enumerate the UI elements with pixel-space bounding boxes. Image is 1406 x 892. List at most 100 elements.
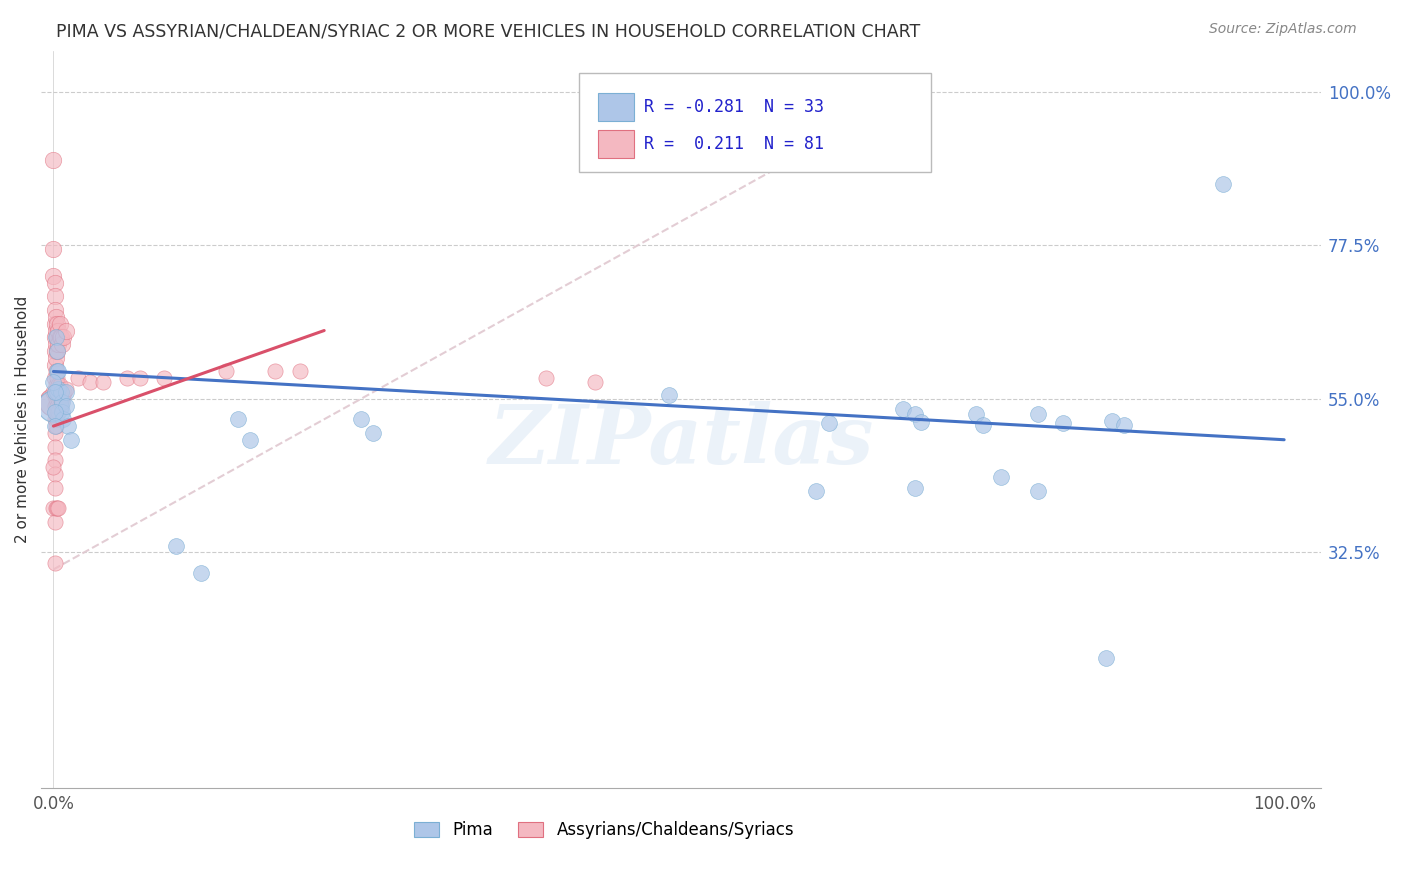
Point (44, 467, 66, 481)
Point (56, 419, 79, 434)
Point (55, 382, 77, 396)
Point (42, 242, 65, 256)
Point (51, 395, 73, 409)
Point (46, 392, 69, 406)
Point (1212, 177, 1234, 191)
Bar (598, 93, 634, 120)
Point (46, 364, 69, 378)
Point (42, 460, 65, 475)
Point (534, 371, 557, 385)
Point (45, 337, 67, 351)
Point (45, 310, 67, 324)
Point (1094, 651, 1116, 665)
Point (48, 392, 70, 406)
Point (44, 453, 66, 467)
Point (583, 375, 606, 389)
Point (59, 433, 82, 447)
Point (48, 378, 70, 392)
Point (45, 405, 67, 419)
Point (42, 500, 65, 515)
Point (51, 405, 73, 419)
Point (42, 384, 65, 399)
Point (46, 317, 69, 331)
Point (45, 500, 67, 515)
Point (44, 412, 66, 426)
Text: R =  0.211  N = 81: R = 0.211 N = 81 (644, 135, 824, 153)
Point (658, 388, 681, 402)
Point (44, 344, 66, 359)
Point (1052, 416, 1074, 430)
Point (42, 153, 65, 167)
Point (42, 375, 65, 389)
Bar (598, 129, 634, 158)
Point (44, 371, 66, 385)
Point (363, 425, 385, 440)
Point (45, 364, 67, 378)
Point (46, 344, 69, 359)
Point (46, 399, 69, 413)
Point (288, 364, 311, 378)
Point (44, 515, 66, 529)
Point (239, 433, 262, 447)
Point (49, 384, 72, 399)
Point (128, 371, 150, 385)
Point (45, 378, 67, 392)
Point (46, 344, 69, 359)
Point (42, 268, 65, 283)
Point (904, 481, 927, 495)
Point (66, 371, 89, 385)
Point (153, 371, 176, 385)
Point (44, 289, 66, 303)
Text: Source: ZipAtlas.com: Source: ZipAtlas.com (1209, 22, 1357, 37)
Point (1101, 414, 1123, 428)
Point (49, 384, 72, 399)
Point (46, 330, 69, 344)
Point (44, 330, 66, 344)
Point (79, 375, 101, 389)
Point (910, 415, 932, 429)
Point (44, 384, 66, 399)
Y-axis label: 2 or more Vehicles in Household: 2 or more Vehicles in Household (15, 295, 30, 543)
Point (350, 412, 373, 426)
Point (45, 392, 67, 406)
Point (46, 371, 69, 385)
Point (42, 395, 65, 409)
Point (1026, 408, 1049, 422)
Point (46, 500, 69, 515)
Point (44, 317, 66, 331)
Point (965, 408, 987, 422)
Point (46, 384, 69, 399)
Point (52, 330, 75, 344)
Point (990, 470, 1012, 484)
Point (55, 399, 77, 413)
Point (44, 425, 66, 440)
Point (44, 556, 66, 570)
Point (972, 417, 994, 432)
Point (891, 402, 914, 417)
Point (91, 375, 114, 389)
Point (44, 303, 66, 318)
Point (52, 388, 75, 402)
Point (55, 384, 77, 399)
Text: ZIPatlas: ZIPatlas (488, 401, 875, 482)
Text: PIMA VS ASSYRIAN/CHALDEAN/SYRIAC 2 OR MORE VEHICLES IN HOUSEHOLD CORRELATION CHA: PIMA VS ASSYRIAN/CHALDEAN/SYRIAC 2 OR MO… (56, 22, 921, 40)
Point (46, 500, 69, 515)
Point (46, 384, 69, 399)
Point (48, 317, 70, 331)
Point (44, 276, 66, 290)
Point (45, 330, 67, 344)
Point (1114, 417, 1136, 432)
Point (44, 399, 66, 413)
Point (49, 399, 72, 413)
Point (46, 324, 69, 338)
Point (904, 407, 927, 421)
Point (166, 539, 188, 553)
Point (46, 337, 69, 351)
Point (215, 364, 238, 378)
Point (44, 419, 66, 434)
Point (55, 324, 77, 338)
Point (45, 419, 67, 434)
Point (52, 412, 75, 426)
Point (817, 416, 839, 430)
Point (48, 330, 70, 344)
